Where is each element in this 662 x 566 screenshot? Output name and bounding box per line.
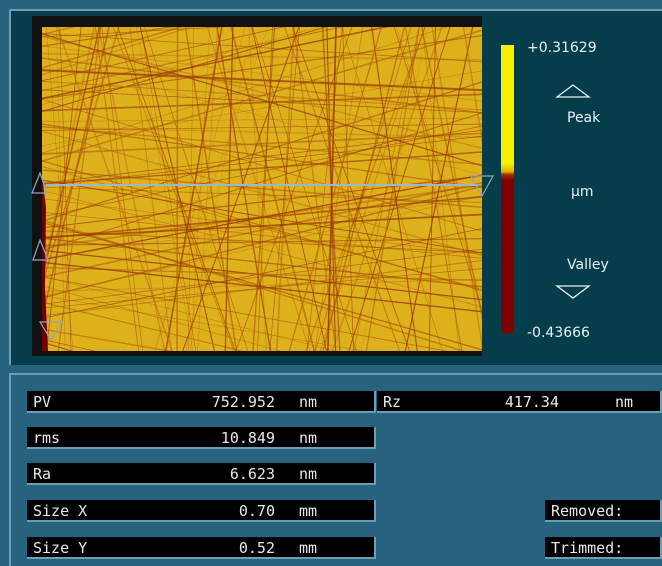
profile-cursor-overlay — [31, 171, 495, 342]
stat-label: Size Y — [33, 539, 88, 557]
stat-label: Ra — [33, 465, 52, 483]
stat-value: 0.70 — [238, 502, 275, 520]
stat-value: 6.623 — [229, 465, 275, 483]
stat-unit: mm — [299, 539, 318, 557]
stat-field-pv: PV 752.952 nm — [27, 391, 376, 413]
triangle-down-outline-icon[interactable] — [469, 175, 495, 198]
legend-peak-label: Peak — [567, 110, 601, 126]
trimmed-field: Trimmed: — [545, 537, 662, 559]
stat-unit: nm — [299, 429, 318, 447]
removed-label: Removed: — [551, 502, 624, 520]
stat-field-size-y: Size Y 0.52 mm — [27, 537, 376, 559]
stat-field-rms: rms 10.849 nm — [27, 427, 376, 449]
triangle-up-outline-icon[interactable] — [32, 238, 49, 261]
stat-label: rms — [33, 429, 61, 447]
stat-unit: nm — [299, 393, 318, 411]
legend-unit-label: µm — [571, 184, 594, 200]
rz-field: Rz 417.34 nm — [377, 391, 662, 413]
stat-value: 10.849 — [220, 429, 275, 447]
rz-label: Rz — [383, 393, 402, 411]
stat-field-ra: Ra 6.623 nm — [27, 463, 376, 485]
triangle-down-outline-icon[interactable] — [38, 321, 64, 342]
height-colorbar — [501, 45, 514, 333]
removed-field: Removed: — [545, 500, 662, 522]
triangle-down-outline-icon — [555, 285, 591, 299]
trimmed-label: Trimmed: — [551, 539, 624, 557]
stat-field-size-x: Size X 0.70 mm — [27, 500, 376, 522]
rz-value: 417.34 — [504, 393, 559, 411]
stat-value: 0.52 — [238, 539, 275, 557]
triangle-up-outline-icon — [555, 84, 591, 98]
surface-height-map[interactable] — [42, 27, 482, 351]
stat-label: Size X — [33, 502, 88, 520]
stat-unit: mm — [299, 502, 318, 520]
triangle-up-outline-icon[interactable] — [31, 171, 48, 194]
legend-max-value: +0.31629 — [527, 40, 597, 56]
stat-label: PV — [33, 393, 52, 411]
stat-unit: nm — [299, 465, 318, 483]
stat-value: 752.952 — [211, 393, 275, 411]
legend-valley-label: Valley — [567, 257, 609, 273]
legend-min-value: -0.43666 — [527, 325, 590, 341]
rz-unit: nm — [615, 393, 634, 411]
